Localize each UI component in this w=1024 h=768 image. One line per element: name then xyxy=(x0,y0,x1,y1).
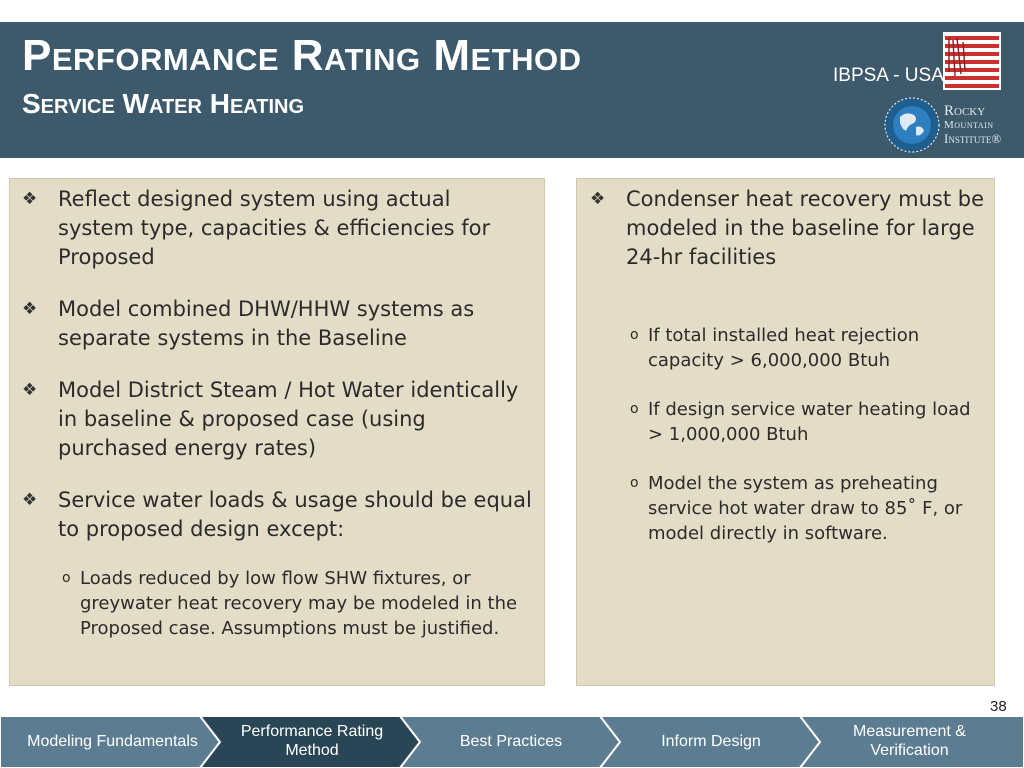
page-title: Performance Rating Method xyxy=(22,31,582,80)
nav-shape-measurement-verification[interactable] xyxy=(797,715,1024,768)
bullet-text: Model combined DHW/HHW systems as separa… xyxy=(58,297,475,350)
circle-bullet-icon: o xyxy=(62,570,71,586)
nav-tab-modeling-fundamentals[interactable]: Modeling Fundamentals xyxy=(27,732,198,750)
sub-bullet-text: Loads reduced by low flow SHW fixtures, … xyxy=(80,568,518,639)
left-content-panel xyxy=(9,178,545,686)
right-bullet-1: ❖ Condenser heat recovery must be modele… xyxy=(590,185,990,272)
bullet-text: Service water loads & usage should be eq… xyxy=(58,488,532,541)
sub-bullet-text: If total installed heat rejection capaci… xyxy=(648,325,920,371)
sub-bullet-text: Model the system as preheating service h… xyxy=(648,473,963,544)
right-sub-bullet-3: o Model the system as preheating service… xyxy=(630,471,988,546)
right-content-panel xyxy=(576,178,995,686)
ibpsa-flag-logo xyxy=(943,32,1001,90)
nav-tab-best-practices[interactable]: Best Practices xyxy=(459,732,563,750)
nav-chevron-shapes xyxy=(0,715,1024,768)
right-sub-bullet-2: o If design service water heating load >… xyxy=(630,397,988,447)
page-number: 38 xyxy=(990,698,1007,715)
circle-bullet-icon: o xyxy=(630,401,639,417)
nav-tab-measurement-verification[interactable]: Measurement & Verification xyxy=(853,723,966,759)
left-bullet-4: ❖ Service water loads & usage should be … xyxy=(22,486,536,544)
page-subtitle: Service Water Heating xyxy=(22,88,305,119)
left-sub-bullet-1: o Loads reduced by low flow SHW fixtures… xyxy=(62,566,532,641)
diamond-bullet-icon: ❖ xyxy=(22,380,38,400)
diamond-bullet-icon: ❖ xyxy=(590,189,606,209)
left-bullet-1: ❖ Reflect designed system using actual s… xyxy=(22,185,532,272)
left-bullet-3: ❖ Model District Steam / Hot Water ident… xyxy=(22,376,532,463)
nav-tab-inform-design[interactable]: Inform Design xyxy=(661,732,761,750)
right-sub-bullet-1: o If total installed heat rejection capa… xyxy=(630,323,988,373)
diamond-bullet-icon: ❖ xyxy=(22,189,38,209)
circle-bullet-icon: o xyxy=(630,475,639,491)
nav-tab-performance-rating-method[interactable]: Performance Rating Method xyxy=(240,723,384,759)
header-bar xyxy=(0,22,1024,158)
rmi-globe-logo xyxy=(884,97,940,153)
sub-bullet-text: If design service water heating load > 1… xyxy=(648,399,971,445)
rmi-line-3: Institute® xyxy=(944,131,1002,146)
rmi-line-1: Rocky xyxy=(944,103,986,119)
bullet-text: Model District Steam / Hot Water identic… xyxy=(58,378,519,460)
ibpsa-label: IBPSA - USA xyxy=(833,65,944,86)
diamond-bullet-icon: ❖ xyxy=(22,299,38,319)
rmi-line-2: Mountain xyxy=(944,119,994,131)
bottom-nav: Modeling Fundamentals Performance Rating… xyxy=(0,714,1024,768)
rmi-wordmark: Rocky Mountain Institute® xyxy=(944,104,1001,146)
circle-bullet-icon: o xyxy=(630,327,639,343)
bullet-text: Condenser heat recovery must be modeled … xyxy=(626,187,984,269)
bullet-text: Reflect designed system using actual sys… xyxy=(58,187,491,269)
diamond-bullet-icon: ❖ xyxy=(22,490,38,510)
left-bullet-2: ❖ Model combined DHW/HHW systems as sepa… xyxy=(22,295,532,353)
